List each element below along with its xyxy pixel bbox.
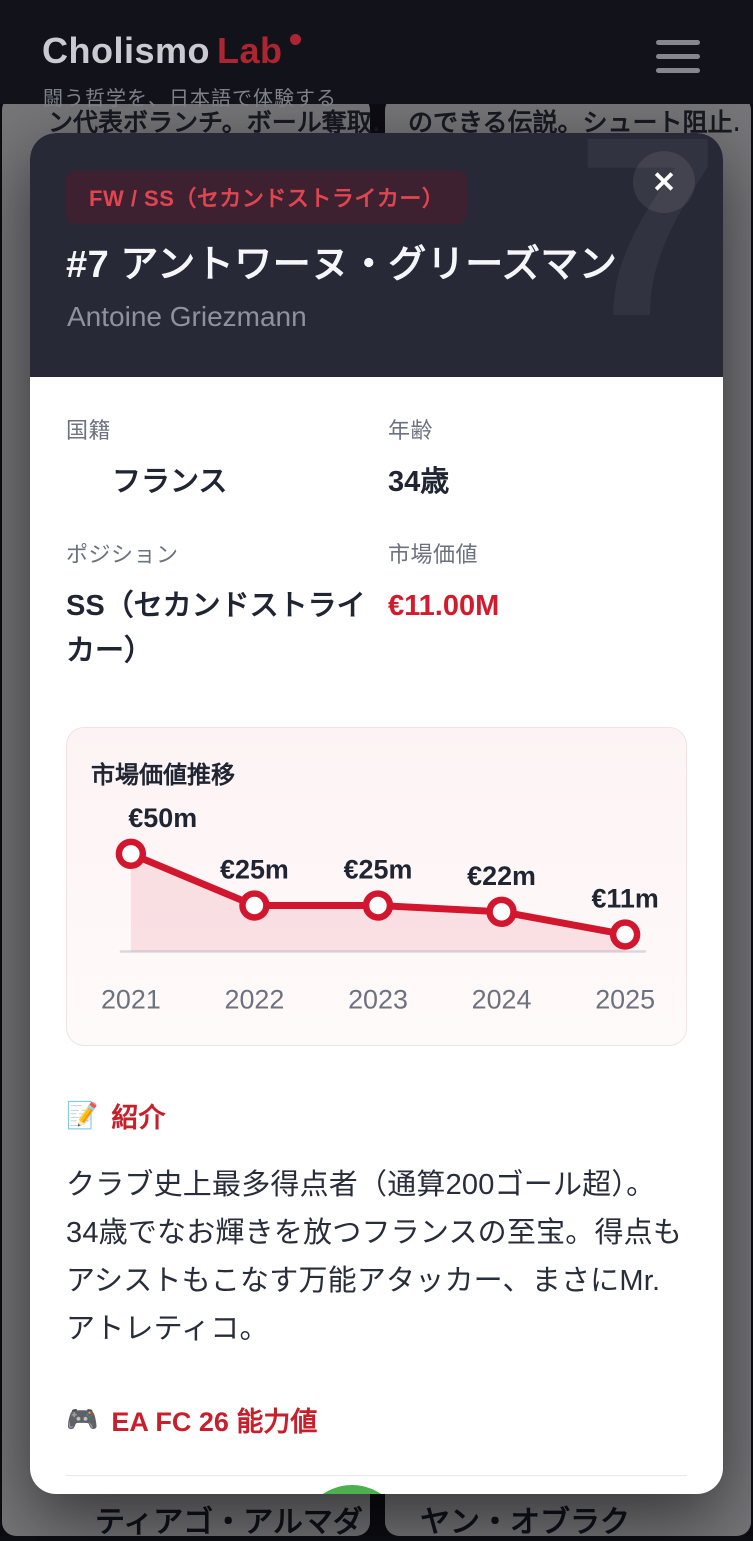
svg-text:€22m: €22m xyxy=(467,861,536,891)
menu-button[interactable] xyxy=(656,40,702,76)
svg-text:€50m: €50m xyxy=(128,803,197,833)
eafc-heading-text: EA FC 26 能力値 xyxy=(111,1406,318,1437)
brand-logo[interactable]: Cholismo Lab xyxy=(42,30,301,72)
site-header: Cholismo Lab 闘う哲学を、日本語で体験する xyxy=(0,0,753,110)
svg-text:2023: 2023 xyxy=(348,984,408,1014)
rating-row: 85 ST xyxy=(66,1484,687,1494)
position-field: ポジション SS（セカンドストライカー） xyxy=(66,537,388,674)
memo-icon: 📝 xyxy=(66,1100,99,1130)
close-icon: ✕ xyxy=(651,166,677,199)
nationality-label: 国籍 xyxy=(66,418,112,443)
hamburger-icon xyxy=(656,40,700,45)
position-value: SS（セカンドストライカー） xyxy=(66,589,366,667)
nationality-value: フランス xyxy=(112,466,228,498)
position-badge: FW / SS（セカンドストライカー） xyxy=(66,170,468,224)
svg-text:2022: 2022 xyxy=(225,984,285,1014)
eafc-section-heading: 🎮 EA FC 26 能力値 xyxy=(66,1400,687,1439)
close-button[interactable]: ✕ xyxy=(633,151,695,213)
section-divider xyxy=(66,1474,687,1476)
brand-name: Cholismo xyxy=(42,30,211,71)
player-detail-modal: 7 FW / SS（セカンドストライカー） ✕ #7 アントワーヌ・グリーズマン… xyxy=(30,133,723,1494)
modal-header: 7 FW / SS（セカンドストライカー） ✕ #7 アントワーヌ・グリーズマン… xyxy=(30,133,723,377)
age-value: 34歳 xyxy=(388,466,450,498)
jersey-number-watermark: 7 xyxy=(576,133,719,370)
intro-heading-text: 紹介 xyxy=(111,1103,166,1133)
intro-paragraph: クラブ史上最多得点者（通算200ゴール超）。34歳でなお輝きを放つフランスの至宝… xyxy=(66,1169,683,1346)
svg-text:€25m: €25m xyxy=(344,854,413,884)
gamepad-icon: 🎮 xyxy=(66,1403,99,1434)
market-value-chart-svg: €50m €25m €25m €22m €11m 2021 2022 2023 2024 2025 xyxy=(101,803,659,1014)
site-tagline: 闘う哲学を、日本語で体験する xyxy=(43,88,337,110)
svg-text:2025: 2025 xyxy=(595,984,655,1014)
player-title: #7 アントワーヌ・グリーズマン xyxy=(66,244,618,286)
overall-rating-badge: 85 xyxy=(300,1484,404,1494)
age-field: 年齢 34歳 xyxy=(388,413,687,505)
modal-body: 国籍 フランス 年齢 34歳 ポジション SS（セカンドストライカー） 市場価値… xyxy=(30,377,723,1494)
svg-text:2024: 2024 xyxy=(472,984,532,1014)
age-label: 年齢 xyxy=(388,418,434,443)
chart-title: 市場価値推移 xyxy=(91,761,235,789)
brand-name-accent: Lab xyxy=(217,30,283,71)
player-info-grid: 国籍 フランス 年齢 34歳 ポジション SS（セカンドストライカー） 市場価値… xyxy=(66,413,687,674)
nationality-field: 国籍 フランス xyxy=(66,413,388,505)
market-value-chart-card: 市場価値推移 €50m €25m €25m €22m €11m 2021 2022 2023 2… xyxy=(66,726,687,1046)
intro-section-heading: 📝 紹介 xyxy=(66,1096,687,1135)
position-label: ポジション xyxy=(66,541,179,567)
svg-text:€11m: €11m xyxy=(591,883,658,913)
brand-dot-icon xyxy=(289,34,301,45)
svg-text:2021: 2021 xyxy=(101,984,161,1014)
player-name-latin: Antoine Griezmann xyxy=(67,301,307,332)
market-value-chart: €50m €25m €25m €22m €11m 2021 2022 2023 2024 2025 xyxy=(91,798,662,1027)
market-value-field: 市場価値 €11.00M xyxy=(388,537,687,674)
market-value: €11.00M xyxy=(388,589,500,622)
market-value-label: 市場価値 xyxy=(388,541,479,567)
svg-text:€25m: €25m xyxy=(220,854,289,884)
